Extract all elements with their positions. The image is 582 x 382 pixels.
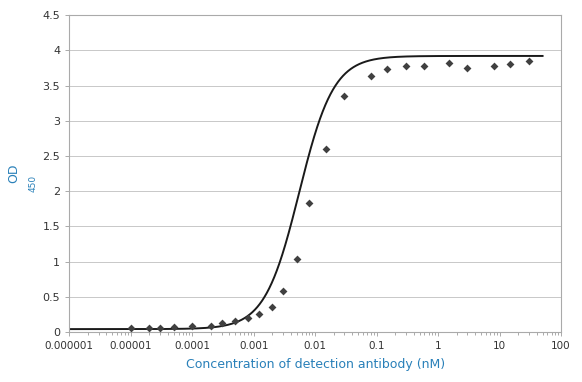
Point: [169, 324, 178, 330]
Point: [524, 58, 534, 64]
Point: [383, 66, 392, 72]
Point: [420, 63, 429, 69]
Point: [155, 325, 165, 331]
Point: [144, 325, 154, 332]
Point: [463, 65, 472, 71]
Point: [243, 315, 253, 321]
Point: [187, 323, 197, 329]
Point: [278, 288, 288, 294]
Point: [402, 63, 411, 69]
Point: [230, 318, 240, 324]
Point: [292, 256, 301, 262]
Point: [254, 311, 263, 317]
Point: [489, 63, 498, 69]
X-axis label: Concentration of detection antibody (nM): Concentration of detection antibody (nM): [186, 358, 445, 371]
Point: [304, 200, 314, 206]
Point: [126, 325, 136, 332]
Text: OD: OD: [7, 164, 20, 183]
Text: 450: 450: [29, 175, 37, 192]
Point: [217, 320, 226, 327]
Point: [321, 146, 331, 152]
Point: [206, 322, 215, 329]
Point: [366, 73, 375, 79]
Point: [444, 60, 453, 66]
Point: [268, 304, 277, 310]
Point: [340, 93, 349, 99]
Point: [506, 62, 515, 68]
